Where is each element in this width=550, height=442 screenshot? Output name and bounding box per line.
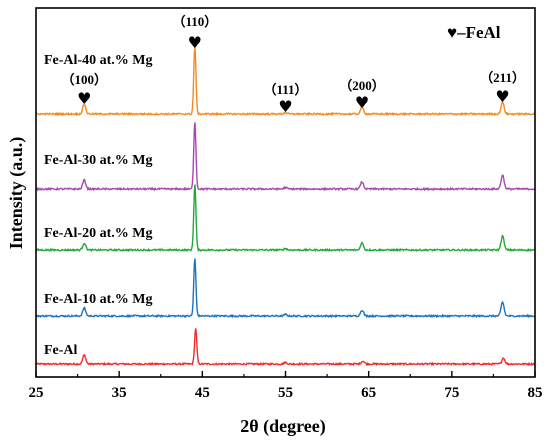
heart-marker-icon: ♥: [188, 33, 202, 52]
heart-marker-icon: ♥: [495, 87, 509, 106]
peak-label: （110）: [172, 14, 217, 29]
x-axis-label: 2θ (degree): [240, 416, 326, 437]
heart-marker-icon: ♥: [77, 89, 91, 108]
series-line-4: [35, 122, 536, 192]
peak-label: （211）: [480, 70, 525, 85]
axes-layer: 25 35 45 55 65 75 85: [29, 7, 543, 401]
series-layer: Fe-Al Fe-Al-10 at.% Mg Fe-Al-20 at.% Mg Fe-…: [35, 47, 536, 367]
series-label-1: Fe-Al: [44, 343, 78, 358]
series-label-3: Fe-Al-20 at.% Mg: [44, 226, 152, 241]
x-tick-label: 85: [528, 385, 543, 401]
peak-label: （100）: [61, 72, 107, 87]
heart-marker-icon: ♥: [355, 93, 369, 112]
x-tick-label: 35: [112, 385, 127, 401]
peak-label: （200）: [339, 78, 385, 93]
legend-text: ♥–FeAl: [447, 23, 501, 42]
x-tick-label: 45: [195, 385, 210, 401]
x-tick-label: 25: [29, 385, 44, 401]
peak-label: （111）: [263, 82, 307, 97]
heart-marker-icon: ♥: [278, 97, 292, 116]
y-axis-label: Intensity (a.u.): [6, 137, 27, 250]
x-tick-label: 65: [361, 385, 376, 401]
annotation-layer: （100）♥（110）♥（111）♥（200）♥（211）♥: [61, 14, 524, 116]
series-line-2: [35, 258, 536, 319]
series-label-5: Fe-Al-40 at.% Mg: [44, 53, 152, 68]
series-label-2: Fe-Al-10 at.% Mg: [44, 292, 152, 307]
x-tick-label: 55: [278, 385, 293, 401]
series-line-3: [35, 184, 536, 253]
series-label-4: Fe-Al-30 at.% Mg: [44, 153, 152, 168]
series-line-5: [35, 47, 536, 117]
x-tick-label: 75: [444, 385, 459, 401]
series-line-1: [35, 328, 536, 367]
